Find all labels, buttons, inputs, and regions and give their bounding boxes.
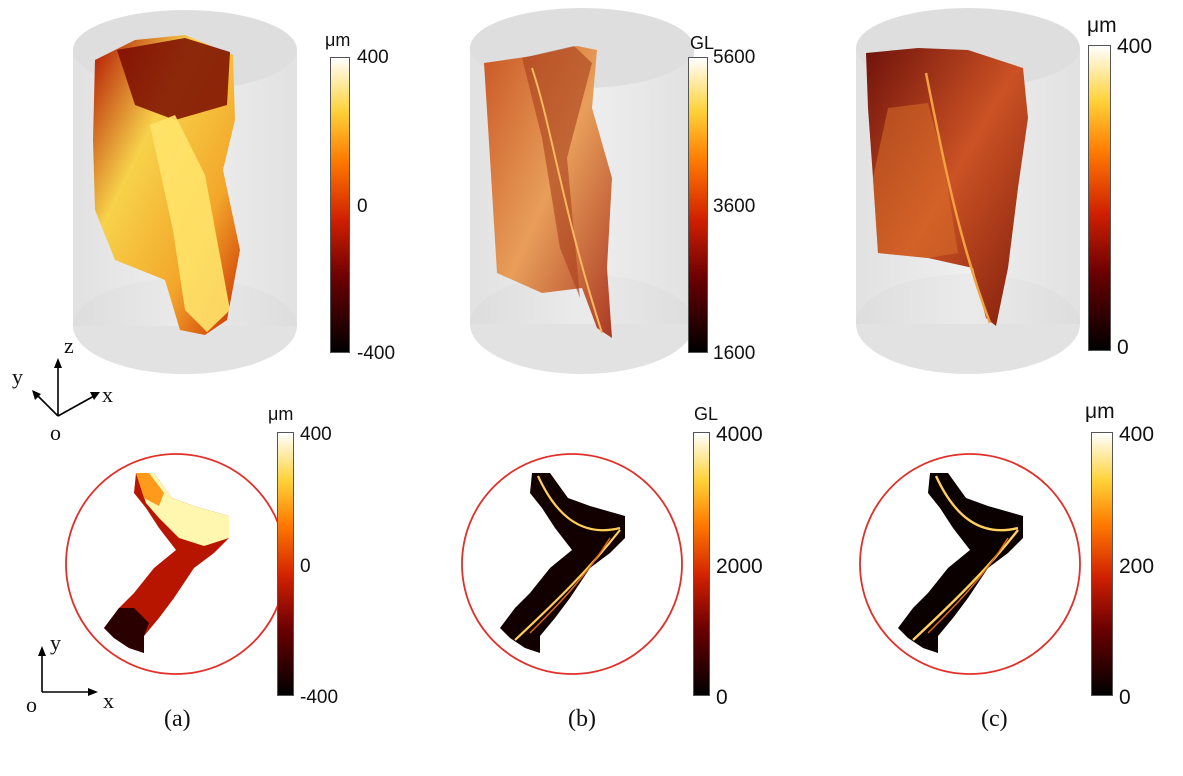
colorbar-tick: 3600: [713, 196, 756, 217]
colorbar-tick: 0: [1119, 686, 1131, 709]
axis-label-y-2d: y: [50, 630, 61, 655]
colorbar-tick: 4000: [716, 423, 763, 446]
fracture-light-region: [873, 103, 958, 258]
cross-section-dark-region: [104, 608, 149, 653]
axis-label-x-2d: x: [103, 688, 114, 713]
panel-caption: (c): [981, 706, 1008, 732]
cylinder-3d-b: [470, 8, 694, 374]
colorbar-unit: μm: [1087, 14, 1117, 37]
axis-label-y: y: [12, 364, 23, 389]
cylinder-3d-a: [73, 10, 297, 374]
crack-trace: [514, 529, 621, 641]
cylinder-3d-c: [856, 8, 1080, 374]
crack-trace: [912, 529, 1019, 641]
colorbar: [330, 57, 350, 353]
axes-2d-icon: [38, 646, 98, 696]
fracture-bright-ridge: [150, 115, 230, 332]
axis-label-z: z: [64, 333, 74, 358]
colorbar-tick: 0: [1117, 336, 1129, 359]
colorbar-tick: 0: [716, 686, 728, 709]
panel-caption: (b): [568, 706, 596, 732]
cross-section-b: [461, 453, 683, 675]
cross-section-orange-region: [136, 473, 164, 506]
colorbar-unit: μm: [268, 404, 294, 424]
colorbar-tick: 200: [1119, 555, 1155, 578]
colorbar: [1091, 432, 1113, 696]
colorbar-tick: -400: [357, 343, 396, 364]
colorbar-unit: GL: [694, 404, 719, 424]
colorbar-unit: GL: [690, 33, 715, 53]
cross-section-fracture-c: [898, 473, 1023, 653]
colorbar-tick: 0: [357, 196, 368, 217]
colorbar-tick: 400: [1117, 35, 1153, 58]
axis-label-x: x: [102, 382, 113, 407]
colorbar-tick: 2000: [716, 555, 763, 578]
colorbar: [277, 432, 294, 696]
crack-trace: [537, 475, 621, 532]
colorbar-tick: 400: [357, 47, 389, 68]
axis-label-origin-2d: o: [26, 692, 37, 717]
colorbar: [1088, 45, 1111, 351]
cross-section-c: [859, 453, 1081, 675]
colorbar-tick: 1600: [713, 343, 756, 364]
colorbar-unit: μm: [1085, 400, 1115, 423]
colorbar: [693, 432, 710, 696]
axis-label-origin: o: [50, 420, 61, 445]
colorbar-unit: μm: [325, 30, 351, 50]
colorbar-tick: 5600: [713, 47, 756, 68]
axes-3d-icon: [32, 358, 100, 417]
crack-trace: [927, 537, 1009, 634]
colorbar: [688, 57, 708, 353]
cross-section-fracture-b: [500, 473, 625, 653]
fracture-ridge: [522, 46, 592, 298]
fracture-surface-b: [484, 46, 612, 338]
fracture-crack-line: [531, 67, 603, 334]
fracture-dark-region: [117, 38, 230, 120]
colorbar-tick: -400: [300, 687, 339, 708]
crack-trace: [934, 475, 1019, 532]
fracture-crack-line: [924, 72, 992, 324]
colorbar-tick: 400: [1119, 423, 1155, 446]
cross-section-a: [65, 453, 287, 675]
colorbar-tick: 0: [300, 556, 311, 577]
colorbar-tick: 400: [300, 424, 332, 445]
panel-caption: (a): [164, 706, 191, 732]
crack-trace: [529, 537, 611, 634]
